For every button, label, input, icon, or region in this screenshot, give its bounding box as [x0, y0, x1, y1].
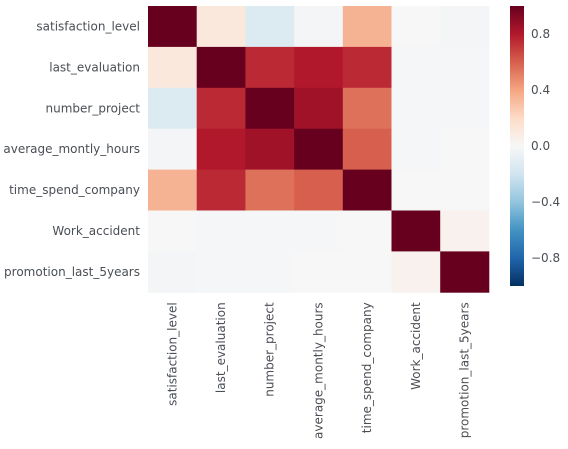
heatmap-cell: [440, 6, 490, 48]
heatmap-cell: [245, 169, 295, 211]
y-tick-label: last_evaluation: [49, 60, 140, 74]
y-tick-label: Work_accident: [52, 224, 140, 238]
colorbar-scale: [510, 6, 524, 286]
x-tick-label: last_evaluation: [214, 302, 228, 393]
heatmap-cell: [391, 251, 441, 293]
heatmap-cell: [196, 210, 246, 252]
heatmap-cell: [294, 169, 344, 211]
heatmap-cell: [196, 169, 246, 211]
heatmap-cell: [342, 46, 392, 89]
heatmap-cell: [196, 46, 246, 89]
heatmap-cell: [148, 6, 198, 48]
heatmap-cell: [440, 251, 490, 293]
heatmap-cell: [440, 87, 490, 130]
heatmap-cell: [391, 87, 441, 130]
heatmap-cell: [245, 210, 295, 252]
heatmap-cell: [391, 6, 441, 48]
x-tick-label: number_project: [263, 302, 277, 397]
heatmap-cell: [148, 210, 198, 252]
colorbar-tick-label: −0.8: [531, 251, 560, 265]
heatmap-cell: [342, 6, 392, 48]
heatmap-cell: [440, 169, 490, 211]
heatmap-cell: [294, 251, 344, 293]
heatmap-cell: [342, 87, 392, 130]
heatmap-cell: [294, 87, 344, 130]
heatmap-cell: [294, 128, 344, 170]
heatmap-cell: [148, 87, 198, 130]
heatmap-cell: [245, 87, 295, 130]
heatmap-cell: [342, 210, 392, 252]
x-tick-label: Work_accident: [409, 302, 423, 390]
y-tick-label: time_spend_company: [9, 183, 140, 197]
heatmap-cell: [148, 169, 198, 211]
heatmap-cell: [391, 210, 441, 252]
heatmap-cell: [148, 128, 198, 170]
heatmap-cell: [294, 46, 344, 89]
heatmap-cell: [196, 6, 246, 48]
heatmap-cell: [294, 210, 344, 252]
colorbar: 0.8 0.4 0.0 −0.4 −0.8: [510, 6, 560, 286]
heatmap-cell: [196, 87, 246, 130]
colorbar-tick-label: 0.8: [531, 27, 550, 41]
heatmap-cell: [245, 6, 295, 48]
heatmap-cell: [391, 128, 441, 170]
y-tick-label: satisfaction_level: [36, 19, 140, 33]
heatmap-cell: [196, 128, 246, 170]
heatmap-cells: [148, 6, 490, 293]
heatmap-cell: [148, 46, 198, 89]
heatmap-cell: [245, 46, 295, 89]
heatmap-cell: [342, 128, 392, 170]
colorbar-tick-label: 0.0: [531, 139, 550, 153]
heatmap-cell: [245, 128, 295, 170]
x-tick-labels: satisfaction_level last_evaluation number_…: [165, 302, 471, 439]
x-tick-label: promotion_last_5years: [458, 302, 472, 438]
y-tick-labels: satisfaction_level last_evaluation number_…: [3, 19, 140, 278]
y-tick-label: number_project: [46, 101, 141, 115]
x-tick-label: average_montly_hours: [311, 302, 325, 439]
heatmap-cell: [440, 46, 490, 89]
y-tick-label: average_montly_hours: [3, 142, 140, 156]
heatmap-cell: [391, 46, 441, 89]
heatmap-cell: [148, 251, 198, 293]
heatmap-cell: [342, 169, 392, 211]
heatmap-cell: [391, 169, 441, 211]
heatmap-cell: [294, 6, 344, 48]
y-tick-label: promotion_last_5years: [4, 265, 140, 279]
heatmap-cell: [440, 128, 490, 170]
heatmap-cell: [440, 210, 490, 252]
x-tick-label: time_spend_company: [360, 302, 374, 433]
colorbar-tick-labels: 0.8 0.4 0.0 −0.4 −0.8: [531, 27, 560, 265]
colorbar-tick-label: −0.4: [531, 195, 560, 209]
heatmap-cell: [245, 251, 295, 293]
heatmap-cell: [196, 251, 246, 293]
colorbar-tick-label: 0.4: [531, 83, 550, 97]
x-tick-label: satisfaction_level: [165, 302, 179, 406]
heatmap-cell: [342, 251, 392, 293]
